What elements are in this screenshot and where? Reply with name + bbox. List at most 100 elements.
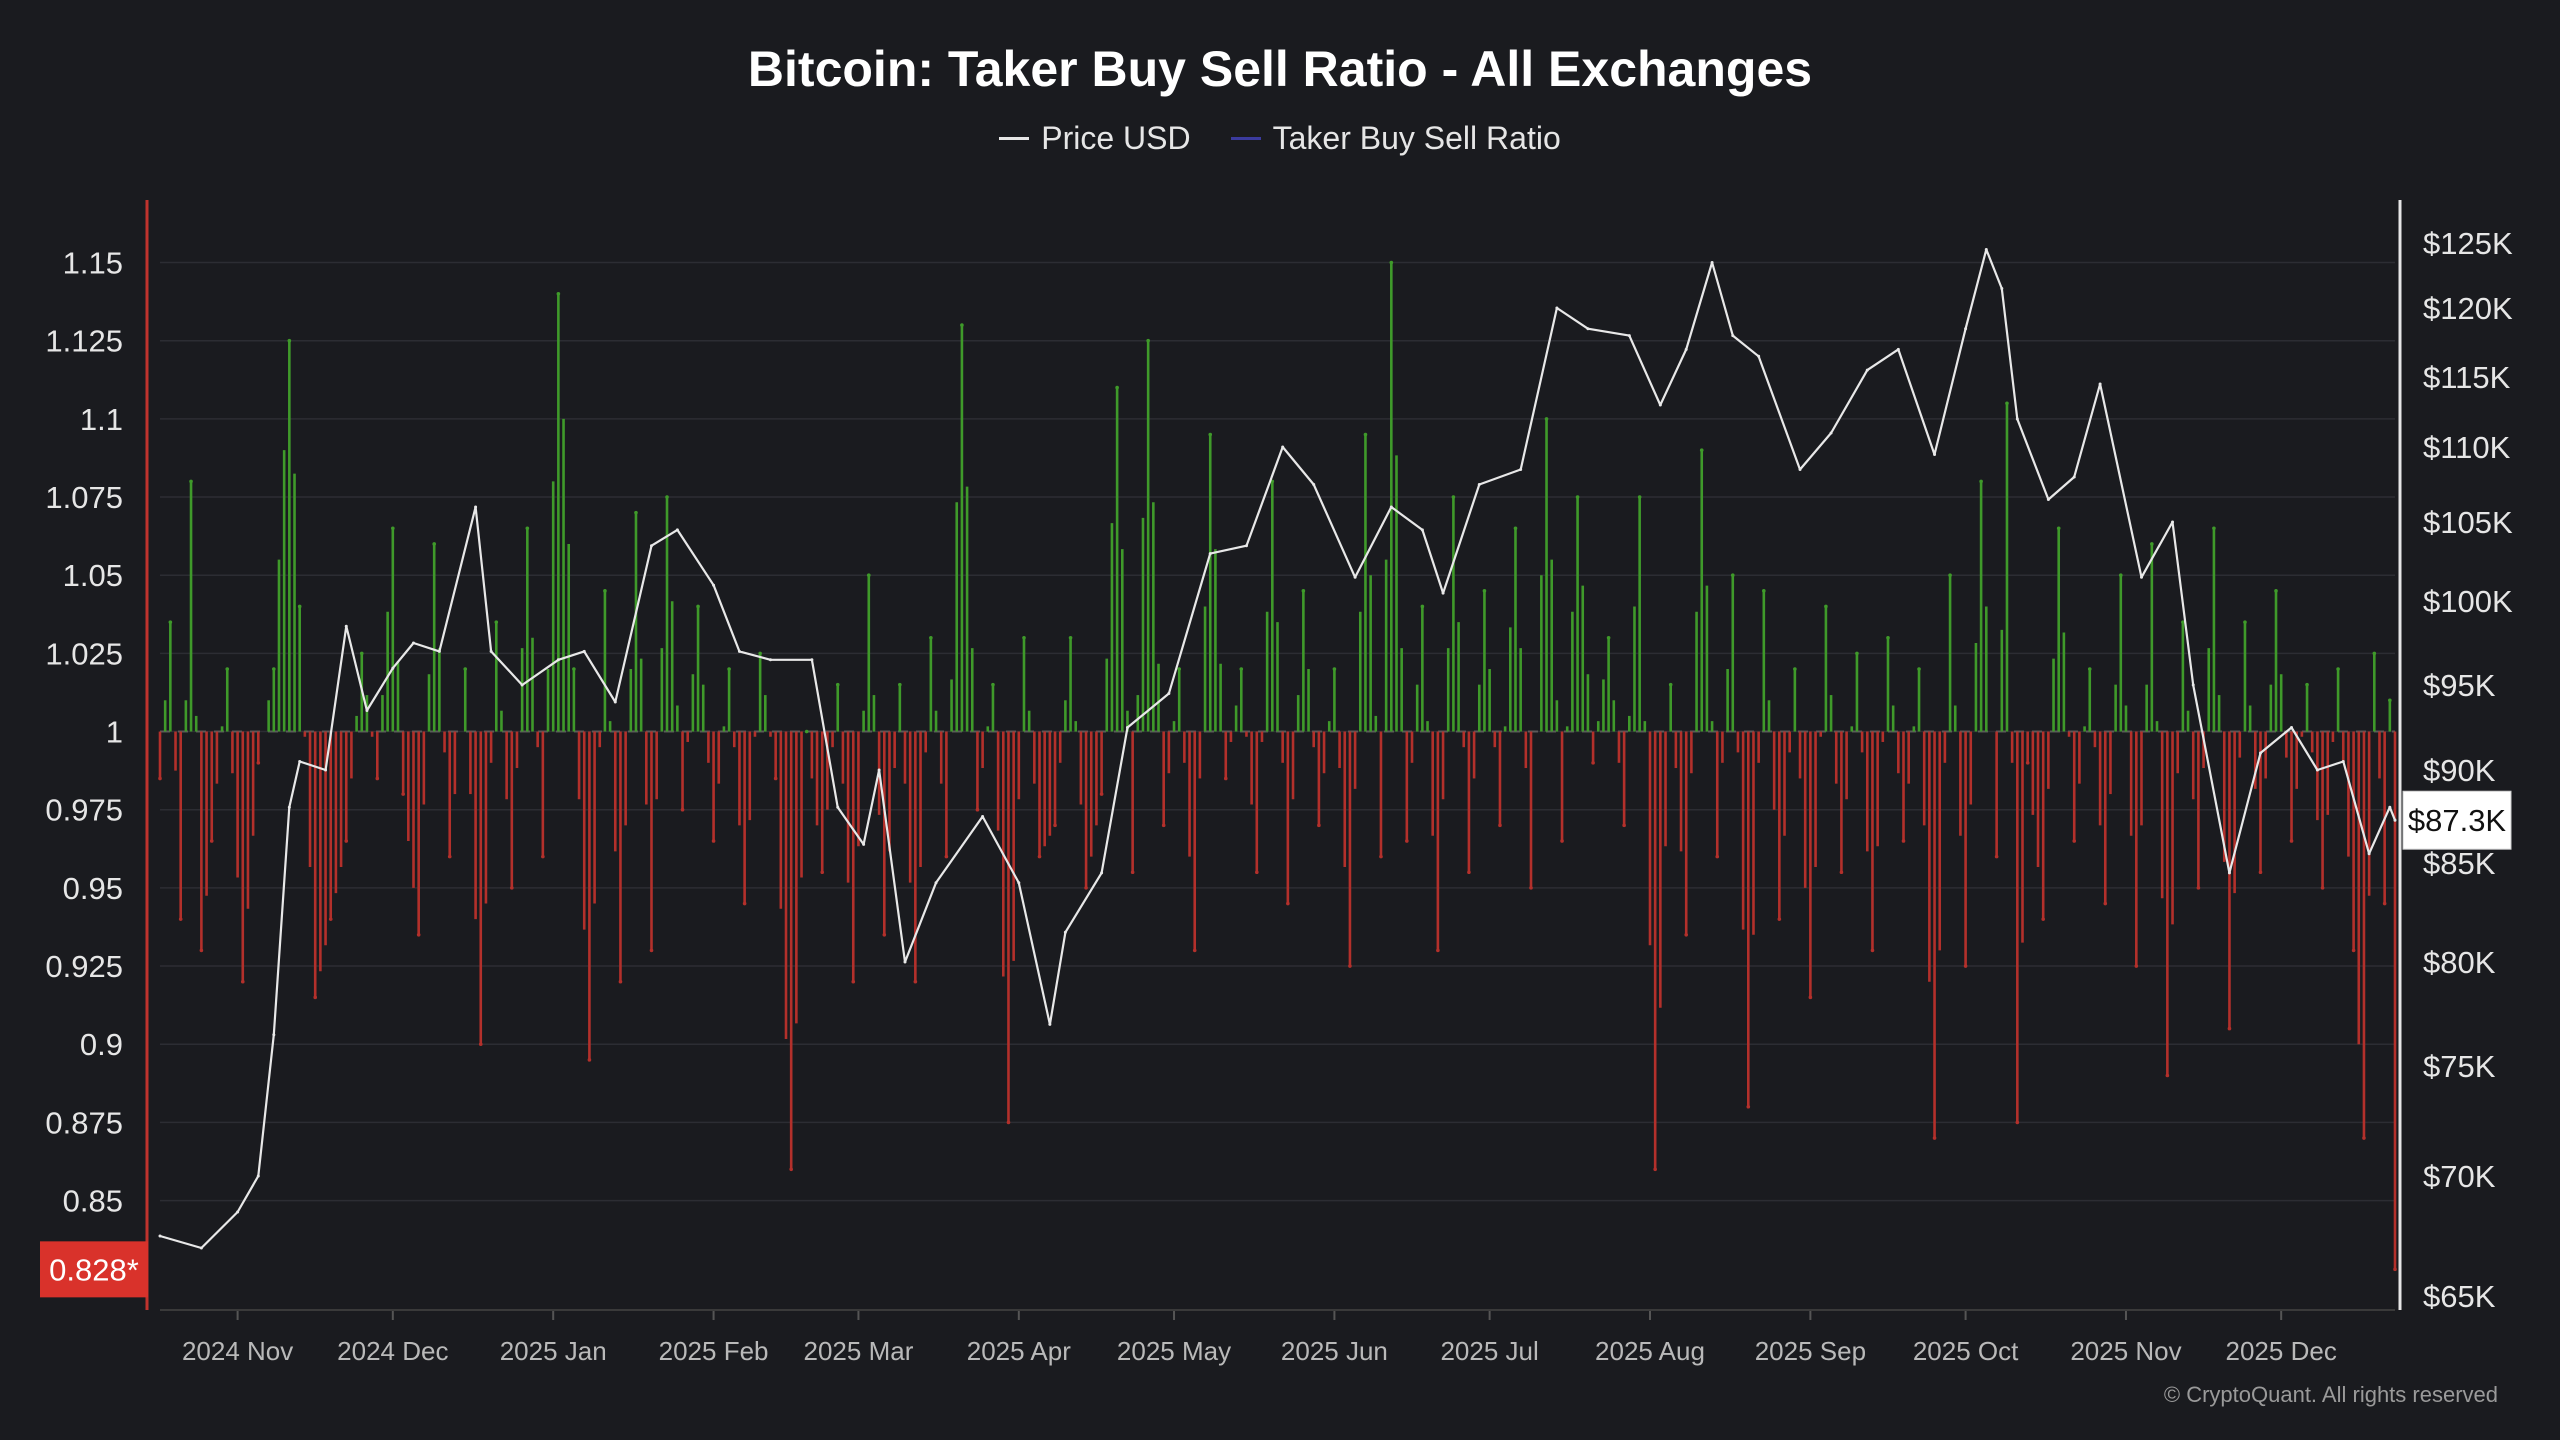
price-point: [1063, 930, 1067, 934]
y-right-tick-label: $65K: [2423, 1279, 2496, 1314]
y-right-tick-label: $90K: [2423, 753, 2496, 788]
price-point: [712, 583, 716, 587]
ratio-point: [158, 776, 162, 781]
ratio-point: [1255, 870, 1259, 875]
ratio-point: [2274, 589, 2278, 593]
x-tick-label: 2025 Feb: [659, 1336, 769, 1366]
y-left-tick-label: 0.875: [45, 1105, 123, 1140]
ratio-point: [1762, 589, 1766, 593]
price-point: [1829, 431, 1833, 435]
ratio-point: [1161, 823, 1166, 828]
ratio-point: [2289, 839, 2294, 843]
ratio-point: [1870, 948, 1875, 953]
y-right-tick-label: $110K: [2423, 430, 2511, 465]
ratio-point: [510, 886, 514, 890]
ratio-point: [603, 589, 607, 593]
ratio-point: [178, 917, 183, 921]
ratio-point: [1022, 635, 1026, 640]
y-right-tick-label: $125K: [2423, 226, 2513, 261]
chart-title: Bitcoin: Taker Buy Sell Ratio - All Exch…: [747, 41, 1813, 97]
ratio-point: [1839, 870, 1844, 875]
y-right-tick-label: $115K: [2423, 360, 2511, 395]
ratio-point: [1084, 886, 1088, 890]
ratio-point: [742, 901, 747, 906]
ratio-point: [1130, 870, 1135, 875]
ratio-point: [1208, 432, 1213, 437]
price-point: [489, 649, 493, 653]
ratio-point: [209, 839, 214, 843]
ratio-point: [1513, 526, 1518, 531]
price-point: [324, 768, 328, 772]
ratio-point: [866, 573, 871, 578]
price-point: [520, 683, 524, 687]
ratio-point: [2305, 682, 2309, 687]
ratio-point: [1668, 682, 1673, 687]
ratio-point: [960, 323, 964, 327]
price-point: [1125, 726, 1129, 729]
ratio-point: [1653, 1167, 1657, 1172]
ratio-point: [447, 854, 452, 859]
ratio-point: [1192, 948, 1197, 953]
ratio-point: [882, 932, 887, 937]
ratio-point: [2243, 620, 2247, 624]
ratio-point: [1591, 761, 1595, 765]
x-tick-label: 2025 Dec: [2226, 1336, 2337, 1366]
ratio-point: [1420, 604, 1425, 609]
ratio-point: [1146, 338, 1150, 343]
price-point: [344, 624, 348, 628]
ratio-point: [1901, 839, 1906, 843]
ratio-point: [1115, 385, 1119, 390]
price-point: [272, 1033, 276, 1037]
price-point: [287, 805, 291, 809]
ratio-point: [898, 682, 902, 687]
ratio-point: [463, 667, 468, 671]
price-point: [1964, 327, 1968, 331]
ratio-point: [711, 839, 716, 843]
x-tick-label: 2025 Jul: [1440, 1336, 1538, 1366]
ratio-point: [297, 604, 302, 609]
price-point: [474, 505, 478, 509]
price-point: [412, 641, 416, 645]
price-point: [1048, 1022, 1052, 1026]
ratio-point: [1068, 635, 1073, 640]
price-point: [1710, 261, 1714, 264]
price-point: [836, 805, 840, 809]
ratio-point: [1793, 667, 1797, 671]
y-left-tick-label: 1.05: [63, 558, 123, 593]
ratio-point: [618, 979, 623, 984]
ratio-point: [1529, 886, 1533, 890]
ratio-point: [851, 979, 856, 984]
ratio-point: [727, 667, 731, 671]
price-point: [1017, 881, 1021, 885]
x-tick-label: 2024 Nov: [182, 1336, 293, 1366]
x-tick-label: 2025 Sep: [1755, 1336, 1866, 1366]
legend-item-ratio[interactable]: Taker Buy Sell Ratio: [1230, 120, 1561, 157]
ratio-point: [287, 338, 292, 343]
price-point: [1244, 544, 1248, 548]
legend-item-price[interactable]: Price USD: [999, 120, 1191, 157]
y-left-tick-label: 0.85: [63, 1184, 123, 1219]
current-price-label: $87.3K: [2408, 803, 2507, 838]
price-point: [2388, 805, 2392, 809]
ratio-point: [1917, 667, 1921, 671]
price-point: [1312, 483, 1316, 486]
current-ratio-label: 0.828*: [49, 1252, 139, 1287]
ratio-point: [634, 510, 638, 515]
price-point: [1984, 248, 1988, 251]
ratio-point: [375, 776, 380, 781]
ratio-point: [2336, 667, 2340, 671]
legend-swatch-price: [999, 137, 1030, 140]
ratio-point: [1994, 854, 1999, 859]
x-tick-label: 2025 May: [1117, 1336, 1231, 1366]
legend-label-price: Price USD: [1041, 120, 1191, 156]
ratio-point: [2362, 1136, 2366, 1140]
y-right-tick-label: $75K: [2423, 1049, 2496, 1084]
ratio-point: [256, 761, 261, 765]
price-point: [2315, 768, 2319, 772]
ratio-point: [2134, 964, 2139, 968]
ratio-point: [432, 542, 437, 546]
ratio-point: [991, 682, 995, 687]
ratio-point: [225, 667, 230, 671]
ratio-point: [240, 979, 245, 984]
price-point: [391, 666, 395, 670]
